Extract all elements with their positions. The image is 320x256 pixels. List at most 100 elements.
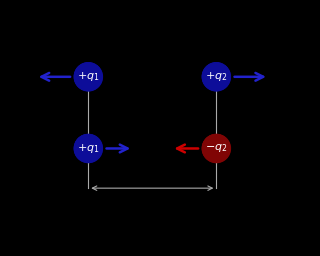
Circle shape — [82, 142, 89, 149]
Circle shape — [83, 143, 88, 148]
Circle shape — [204, 65, 227, 88]
Circle shape — [76, 137, 99, 159]
Circle shape — [204, 65, 227, 87]
Circle shape — [205, 66, 226, 86]
Circle shape — [211, 72, 215, 76]
Circle shape — [205, 137, 226, 158]
Circle shape — [204, 136, 228, 161]
Circle shape — [209, 69, 220, 80]
Circle shape — [211, 71, 216, 77]
Circle shape — [212, 72, 214, 75]
Circle shape — [208, 140, 220, 153]
Circle shape — [75, 135, 100, 161]
Circle shape — [79, 139, 94, 154]
Circle shape — [80, 68, 93, 81]
Circle shape — [83, 71, 89, 77]
Circle shape — [207, 68, 222, 82]
Circle shape — [78, 138, 97, 157]
Circle shape — [212, 73, 213, 74]
Circle shape — [209, 70, 219, 79]
Circle shape — [76, 65, 99, 88]
Circle shape — [78, 67, 96, 84]
Circle shape — [212, 144, 215, 147]
Circle shape — [212, 144, 214, 146]
Circle shape — [211, 71, 216, 77]
Circle shape — [76, 136, 100, 161]
Circle shape — [78, 66, 96, 85]
Circle shape — [83, 143, 87, 147]
Circle shape — [206, 67, 224, 84]
Circle shape — [203, 135, 229, 161]
Circle shape — [204, 136, 228, 160]
Circle shape — [212, 72, 215, 76]
Circle shape — [77, 137, 97, 157]
Circle shape — [81, 69, 91, 80]
Circle shape — [211, 72, 216, 76]
Circle shape — [208, 140, 221, 153]
Circle shape — [207, 140, 222, 154]
Circle shape — [207, 139, 223, 155]
Circle shape — [207, 68, 222, 83]
Circle shape — [75, 63, 102, 90]
Circle shape — [77, 66, 97, 86]
Circle shape — [208, 69, 220, 81]
Circle shape — [203, 63, 230, 91]
Circle shape — [84, 144, 87, 147]
Circle shape — [211, 143, 215, 147]
Circle shape — [75, 64, 100, 89]
Circle shape — [204, 65, 228, 88]
Circle shape — [81, 69, 92, 80]
Circle shape — [82, 142, 89, 150]
Circle shape — [76, 65, 100, 88]
Circle shape — [79, 140, 94, 154]
Circle shape — [75, 135, 101, 162]
Circle shape — [204, 136, 227, 159]
Circle shape — [83, 71, 88, 77]
Circle shape — [77, 65, 98, 87]
Text: $+q_2$: $+q_2$ — [205, 70, 228, 83]
Circle shape — [207, 140, 221, 154]
Circle shape — [84, 144, 86, 146]
Circle shape — [76, 64, 100, 89]
Circle shape — [210, 70, 218, 78]
Circle shape — [76, 136, 99, 159]
Circle shape — [206, 138, 224, 157]
Circle shape — [203, 63, 229, 90]
Circle shape — [207, 139, 223, 155]
Circle shape — [81, 141, 92, 152]
Circle shape — [212, 73, 213, 74]
Circle shape — [210, 142, 218, 150]
Circle shape — [212, 73, 214, 74]
Circle shape — [207, 68, 221, 82]
Circle shape — [206, 66, 224, 85]
Circle shape — [81, 70, 91, 79]
Circle shape — [208, 68, 221, 81]
Circle shape — [80, 140, 92, 153]
Circle shape — [78, 66, 97, 85]
Circle shape — [83, 143, 89, 149]
Circle shape — [80, 140, 93, 153]
Circle shape — [78, 138, 96, 156]
Circle shape — [82, 70, 90, 78]
Circle shape — [81, 70, 91, 79]
Circle shape — [75, 135, 101, 161]
Circle shape — [211, 143, 217, 149]
Circle shape — [74, 63, 102, 91]
Circle shape — [80, 141, 92, 152]
Circle shape — [79, 140, 94, 154]
Circle shape — [203, 63, 230, 90]
Circle shape — [76, 136, 100, 160]
Circle shape — [78, 67, 96, 84]
Circle shape — [207, 67, 223, 83]
Circle shape — [79, 139, 95, 155]
Circle shape — [206, 139, 223, 156]
Circle shape — [207, 67, 223, 83]
Circle shape — [203, 64, 228, 89]
Circle shape — [81, 141, 92, 152]
Circle shape — [84, 73, 85, 74]
Circle shape — [75, 135, 102, 162]
Circle shape — [205, 137, 226, 158]
Circle shape — [204, 64, 228, 88]
Circle shape — [205, 137, 225, 157]
Circle shape — [78, 138, 96, 156]
